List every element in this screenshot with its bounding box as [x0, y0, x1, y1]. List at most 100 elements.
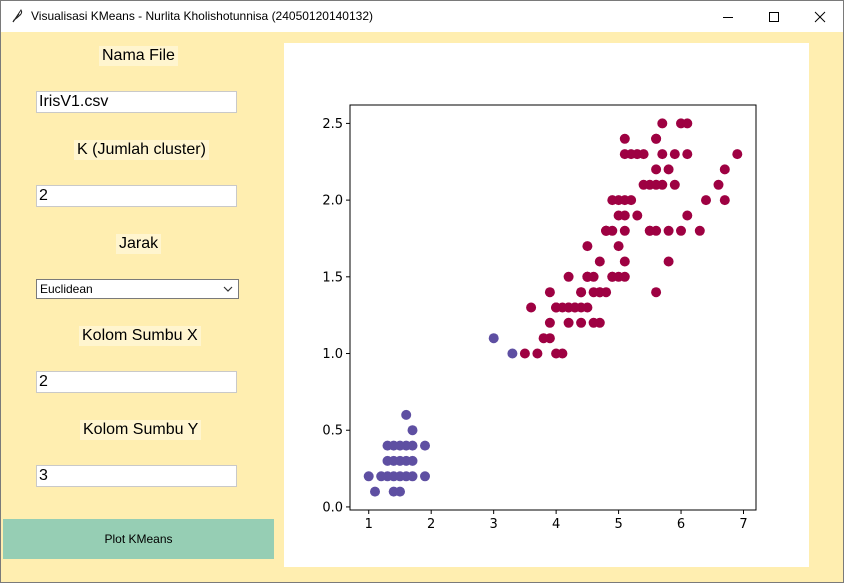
data-point-cluster-1 [582, 241, 593, 252]
data-point-cluster-1 [594, 256, 605, 267]
data-point-cluster-1 [619, 133, 630, 144]
data-point-cluster-1 [669, 179, 680, 190]
x-tick-label: 7 [739, 517, 747, 532]
data-point-cluster-1 [713, 179, 724, 190]
data-point-cluster-1 [544, 317, 555, 328]
x-column-label: Kolom Sumbu X [79, 326, 201, 346]
distance-select-value: Euclidean [40, 282, 93, 296]
data-point-cluster-1 [607, 195, 618, 206]
data-point-cluster-1 [582, 271, 593, 282]
data-point-cluster-1 [563, 317, 574, 328]
data-point-cluster-1 [669, 149, 680, 160]
y-tick-label: 2.0 [322, 194, 343, 209]
data-point-cluster-1 [651, 179, 662, 190]
x-tick-label: 1 [365, 517, 373, 532]
data-point-cluster-1 [613, 210, 624, 221]
data-point-cluster-1 [626, 149, 637, 160]
y-column-label: Kolom Sumbu Y [80, 420, 202, 440]
k-input[interactable]: 2 [36, 185, 237, 207]
distance-label: Jarak [116, 234, 162, 254]
data-point-cluster-1 [651, 164, 662, 175]
data-point-cluster-0 [407, 471, 418, 482]
data-point-cluster-1 [657, 118, 668, 129]
data-point-cluster-1 [632, 210, 643, 221]
window-title: Visualisasi KMeans - Nurlita Kholishotun… [31, 9, 373, 23]
data-point-cluster-0 [401, 409, 412, 420]
y-tick-label: 0.5 [322, 424, 343, 439]
data-point-cluster-1 [557, 348, 568, 359]
data-point-cluster-1 [551, 302, 562, 313]
data-point-cluster-1 [613, 241, 624, 252]
data-point-cluster-1 [519, 348, 530, 359]
data-point-cluster-1 [619, 271, 630, 282]
data-point-cluster-0 [382, 455, 393, 466]
data-point-cluster-1 [588, 287, 599, 298]
data-point-cluster-1 [663, 164, 674, 175]
data-point-cluster-1 [701, 195, 711, 206]
data-point-cluster-1 [576, 287, 587, 298]
data-point-cluster-1 [619, 225, 630, 236]
data-point-cluster-1 [619, 195, 630, 206]
data-point-cluster-1 [526, 302, 537, 313]
plot-frame [349, 104, 757, 511]
chevron-down-icon [223, 286, 233, 292]
x-tick-label: 5 [614, 517, 622, 532]
distance-select[interactable]: Euclidean [36, 279, 239, 299]
y-tick-label: 2.5 [322, 117, 343, 132]
data-point-cluster-1 [663, 225, 674, 236]
data-point-cluster-0 [363, 471, 374, 482]
data-point-cluster-0 [401, 455, 412, 466]
title-bar[interactable]: Visualisasi KMeans - Nurlita Kholishotun… [1, 1, 843, 32]
file-label: Nama File [99, 46, 178, 66]
data-point-cluster-1 [663, 256, 674, 267]
x-tick-label: 6 [677, 517, 685, 532]
plot-kmeans-button[interactable]: Plot KMeans [3, 519, 274, 559]
data-point-cluster-1 [694, 225, 705, 236]
data-point-cluster-1 [651, 287, 662, 298]
y-tick-label: 0.0 [322, 500, 343, 515]
data-point-cluster-1 [563, 271, 574, 282]
data-point-cluster-1 [638, 179, 649, 190]
data-point-cluster-0 [388, 486, 399, 497]
data-point-cluster-1 [532, 348, 543, 359]
data-point-cluster-1 [719, 195, 730, 206]
data-point-cluster-1 [638, 149, 649, 160]
minimize-button[interactable] [705, 1, 751, 32]
data-point-cluster-1 [544, 287, 555, 298]
data-point-cluster-1 [732, 149, 743, 160]
data-point-cluster-1 [576, 317, 587, 328]
data-point-cluster-1 [657, 149, 668, 160]
data-point-cluster-1 [651, 133, 662, 144]
scatter-chart: 1 2 3 4 5 6 7 0.0 0.5 1.0 1.5 2.0 2.5 [322, 104, 757, 532]
data-point-cluster-0 [370, 486, 380, 497]
close-button[interactable] [797, 1, 843, 32]
maximize-icon [769, 12, 779, 22]
data-point-cluster-1 [682, 210, 693, 221]
data-point-cluster-0 [488, 333, 499, 344]
data-point-cluster-1 [588, 317, 599, 328]
data-point-cluster-1 [719, 164, 730, 175]
y-column-input[interactable]: 3 [36, 465, 237, 487]
data-point-cluster-0 [407, 425, 418, 436]
close-icon [814, 11, 826, 23]
data-point-cluster-1 [538, 333, 549, 344]
file-input[interactable]: IrisV1.csv [36, 91, 237, 113]
x-tick-label: 4 [552, 517, 560, 532]
data-point-cluster-0 [376, 471, 387, 482]
maximize-button[interactable] [751, 1, 797, 32]
k-label: K (Jumlah cluster) [74, 140, 209, 160]
x-tick-label: 3 [490, 517, 498, 532]
data-point-cluster-0 [420, 440, 430, 451]
plot-canvas: 1 2 3 4 5 6 7 0.0 0.5 1.0 1.5 2.0 2.5 [284, 43, 809, 567]
data-point-cluster-1 [569, 302, 580, 313]
data-point-cluster-1 [676, 225, 686, 236]
data-point-cluster-0 [420, 471, 430, 482]
data-point-cluster-0 [388, 440, 399, 451]
data-point-cluster-1 [682, 149, 693, 160]
x-column-input[interactable]: 2 [36, 371, 237, 393]
minimize-icon [723, 17, 733, 18]
feather-icon [12, 9, 23, 23]
y-tick-label: 1.5 [322, 270, 343, 285]
x-tick-label: 2 [427, 517, 435, 532]
